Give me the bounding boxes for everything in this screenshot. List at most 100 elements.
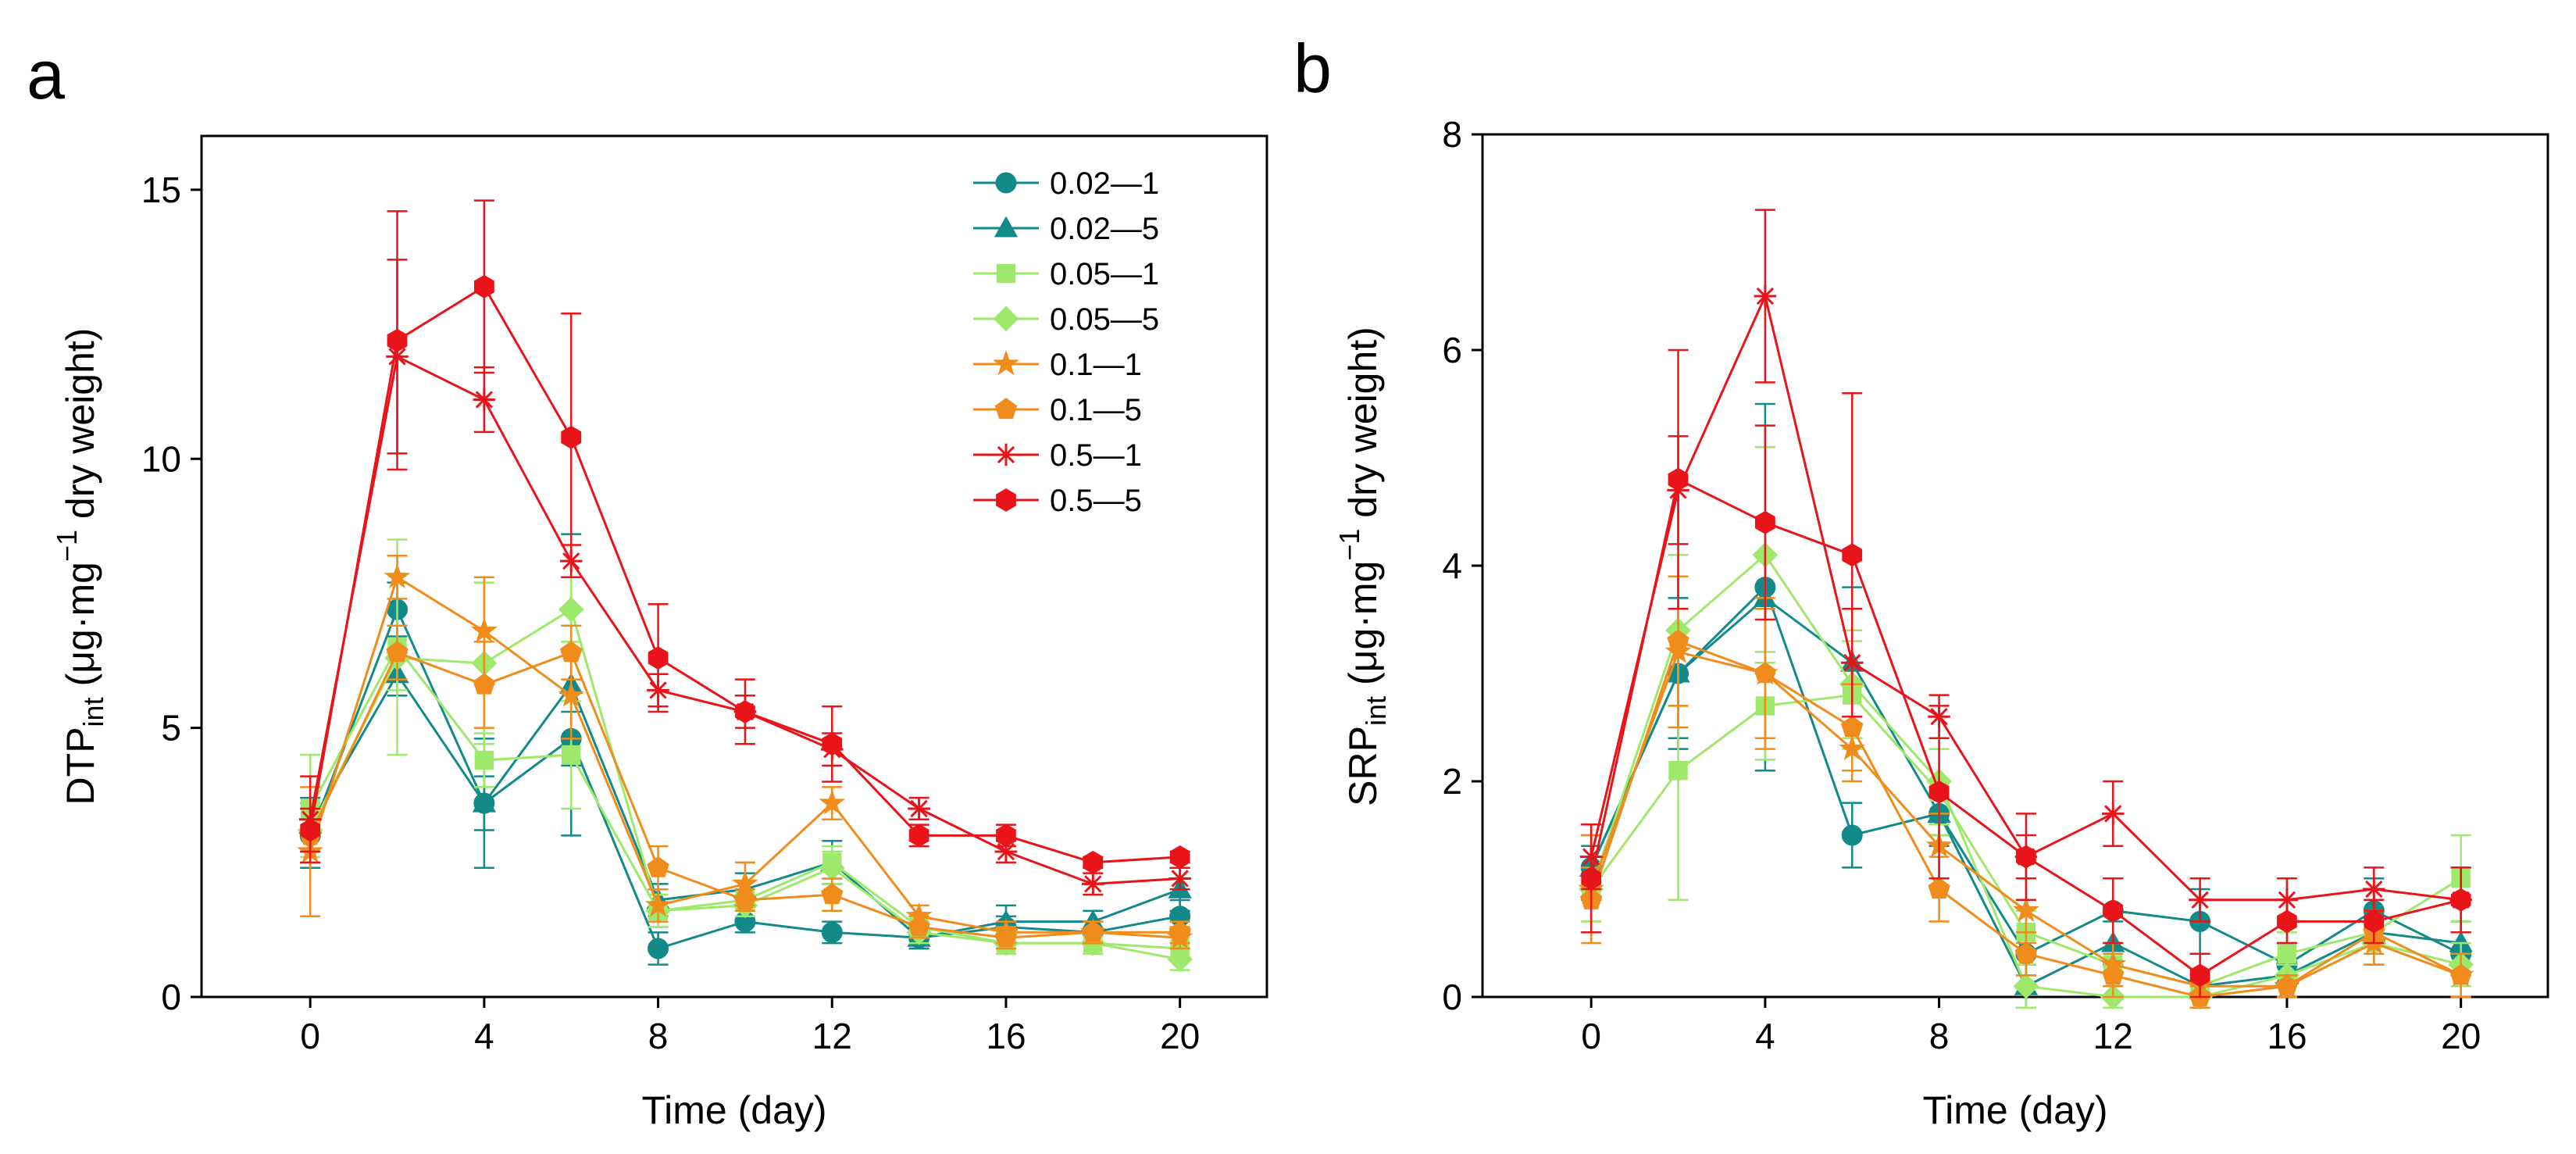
point-b-0-5-5-20 (2450, 888, 2471, 912)
legend-marker-0-05-1 (996, 263, 1016, 284)
point-a-0-05-5-6 (558, 596, 584, 623)
point-a-0-5-5-4 (474, 275, 494, 298)
legend-label-0-02-1: 0.02—1 (1050, 166, 1159, 201)
point-b-0-5-5-0 (1581, 866, 1602, 891)
point-b-0-5-1-4 (1754, 284, 1777, 308)
legend-label-0-05-5: 0.05—5 (1050, 302, 1159, 337)
series-line-a-0-5-1 (309, 355, 1180, 885)
point-a-0-5-5-14 (908, 824, 929, 848)
point-b-0-5-1-14 (2189, 888, 2211, 912)
point-a-0-1-1-6 (558, 681, 585, 707)
point-a-0-1-5-12 (821, 883, 844, 905)
point-b-0-1-5-8 (1928, 877, 1950, 899)
legend-label-0-1-1: 0.1—1 (1050, 348, 1142, 382)
y-tick-label-b-2: 2 (1442, 761, 1462, 802)
point-b-0-5-5-14 (2189, 963, 2210, 988)
point-b-0-5-5-16 (2277, 909, 2297, 934)
legend-marker-0-5-5 (996, 488, 1016, 512)
series-a-0-05-5 (297, 576, 1193, 973)
point-a-0-1-1-12 (819, 789, 846, 815)
y-label-units-a: (μg·mg (59, 562, 102, 686)
point-a-0-1-5-4 (473, 673, 496, 695)
point-a-0-02-1-8 (648, 938, 669, 959)
legend-label-0-05-1: 0.05—1 (1050, 257, 1159, 291)
legend-label-0-02-5: 0.02—5 (1050, 212, 1159, 246)
point-a-0-1-5-18 (1082, 920, 1104, 942)
x-tick-label-a-16: 16 (986, 1016, 1026, 1056)
y-tick-label-b-4: 4 (1442, 545, 1462, 586)
point-b-0-5-1-18 (2363, 877, 2385, 901)
y-label-post-b: dry weight) (1341, 327, 1385, 528)
y-label-main-a: DTP (59, 727, 102, 805)
y-tick-label-b-8: 8 (1442, 114, 1462, 155)
x-tick-label-a-0: 0 (300, 1016, 320, 1056)
legend-label-0-1-5: 0.1—5 (1050, 393, 1142, 427)
x-tick-label-b-8: 8 (1929, 1016, 1950, 1056)
point-a-0-1-5-6 (560, 641, 583, 663)
point-a-0-05-5-20 (1167, 946, 1193, 973)
point-a-0-05-1-6 (562, 745, 581, 765)
point-b-0-1-1-10 (2013, 896, 2039, 922)
point-b-0-1-5-12 (2102, 963, 2125, 985)
y-tick-label-a-5: 5 (161, 708, 181, 748)
point-a-0-1-1-2 (384, 563, 411, 589)
y-tick-label-a-10: 10 (141, 438, 181, 479)
series-a-0-1-5 (299, 624, 1191, 950)
point-b-0-1-5-2 (1667, 629, 1689, 651)
legend-item-0-05-1: 0.05—1 (973, 257, 1159, 291)
point-a-0-5-5-0 (300, 818, 321, 842)
panel-a: a 0 4 8 12 16 20 0 5 10 15 Time (day) DTPint (μg·m… (27, 36, 1268, 1132)
series-group-a (297, 199, 1193, 973)
point-a-0-1-5-2 (386, 641, 409, 663)
point-b-0-1-5-4 (1754, 662, 1777, 684)
point-b-0-02-1-6 (1841, 824, 1863, 846)
point-a-0-1-1-8 (644, 891, 672, 917)
x-axis-label-a: Time (day) (641, 1088, 826, 1132)
legend-marker-0-05-5 (993, 305, 1019, 332)
legend-item-0-1-1: 0.1—1 (973, 348, 1142, 382)
y-axis-label-b: SRPint (μg·mg−1 dry weight) (1333, 327, 1392, 806)
legend-marker-0-02-1 (995, 172, 1017, 194)
point-b-0-1-5-6 (1841, 716, 1864, 738)
x-tick-label-b-20: 20 (2441, 1016, 2481, 1056)
point-b-0-05-5-10 (2013, 973, 2039, 999)
point-b-0-1-5-10 (2014, 941, 2038, 963)
series-b-0-5-5 (1581, 348, 2471, 999)
point-a-0-5-5-16 (996, 824, 1016, 848)
y-label-sup-a: −1 (51, 530, 83, 562)
x-tick-label-a-8: 8 (648, 1016, 669, 1056)
x-tick-label-a-4: 4 (474, 1016, 494, 1056)
y-label-sup-b: −1 (1333, 529, 1365, 561)
point-b-0-5-5-8 (1928, 780, 1950, 804)
panel-b: b 0 4 8 12 16 20 0 2 4 6 8 Time (day) SRPint (μg·mg… (1293, 30, 2549, 1132)
plot-frame-a (200, 134, 1268, 999)
point-a-0-1-1-4 (470, 616, 498, 643)
point-a-0-5-1-14 (908, 797, 930, 820)
legend-item-0-5-1: 0.5—1 (973, 438, 1142, 473)
point-b-0-05-1-2 (1668, 761, 1688, 781)
x-tick-label-b-0: 0 (1581, 1016, 1601, 1056)
legend-item-0-05-5: 0.05—5 (973, 302, 1159, 337)
y-label-sub-b: int (1360, 696, 1392, 726)
point-b-0-5-5-10 (2016, 845, 2036, 869)
point-a-0-1-5-10 (733, 888, 757, 910)
panel-label-a: a (27, 36, 65, 113)
point-b-0-5-5-6 (1842, 543, 1863, 567)
x-tick-label-a-20: 20 (1160, 1016, 1200, 1056)
point-a-0-5-5-8 (648, 646, 669, 670)
x-tick-label-b-12: 12 (2093, 1016, 2133, 1056)
y-tick-label-b-0: 0 (1442, 977, 1462, 1017)
y-label-sub-a: int (77, 697, 109, 727)
point-b-0-5-5-18 (2364, 909, 2385, 934)
point-a-0-1-5-14 (908, 915, 930, 937)
point-b-0-5-5-2 (1668, 467, 1689, 491)
series-line-b-0-5-1 (1589, 292, 2461, 902)
axis-ticks-a: 0 4 8 12 16 20 0 5 10 15 (141, 170, 1200, 1056)
legend-label-0-5-1: 0.5—1 (1050, 438, 1142, 473)
y-tick-label-a-0: 0 (161, 977, 181, 1017)
x-axis-label-b: Time (day) (1922, 1088, 2107, 1132)
point-b-0-05-1-16 (2277, 944, 2297, 963)
point-b-0-5-5-12 (2103, 899, 2124, 923)
legend-item-0-02-5: 0.02—5 (973, 212, 1159, 246)
